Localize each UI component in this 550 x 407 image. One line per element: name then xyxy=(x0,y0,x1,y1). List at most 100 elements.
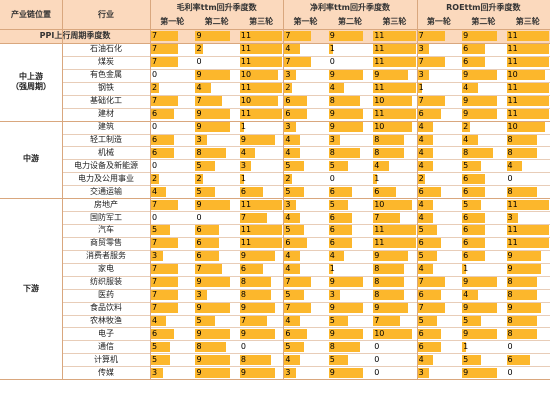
cell-value: 9 xyxy=(196,70,202,80)
cell-value: 9 xyxy=(329,31,335,40)
cell-value: 4 xyxy=(285,134,291,144)
data-bar xyxy=(195,225,219,236)
cell-value: 8 xyxy=(463,147,469,157)
cell-value: 6 xyxy=(463,44,469,54)
cell-value: 2 xyxy=(285,173,291,183)
data-bar xyxy=(328,83,345,94)
cell-value: 8 xyxy=(507,186,513,196)
cell-value: 6 xyxy=(463,238,469,248)
cell-value: 4 xyxy=(152,315,158,325)
data-bar xyxy=(506,109,549,120)
data-bar xyxy=(195,186,215,197)
cell-value: 7 xyxy=(240,212,246,222)
cell-value: 10 xyxy=(374,122,385,132)
data-bar xyxy=(284,173,293,184)
data-bar xyxy=(462,31,497,41)
rule xyxy=(62,224,550,225)
industry-name: 医药 xyxy=(98,290,114,300)
cell-value: 6 xyxy=(374,186,380,196)
data-bar xyxy=(417,328,441,339)
cell-value: 3 xyxy=(329,290,335,300)
cell-value: 5 xyxy=(152,341,158,351)
data-bar xyxy=(417,147,434,158)
cell-value: 8 xyxy=(507,277,513,287)
data-bar xyxy=(506,290,538,301)
data-bar xyxy=(328,251,345,262)
section-label-line: 中游 xyxy=(23,154,39,164)
cell-value: 2 xyxy=(285,83,291,93)
cell-value: 9 xyxy=(329,122,335,132)
cell-value: 4 xyxy=(418,134,424,144)
cell-value: 0 xyxy=(329,57,335,67)
cell-value: 0 xyxy=(507,173,513,183)
data-bar xyxy=(462,186,486,197)
cell-value: 0 xyxy=(374,354,380,364)
cell-value: 7 xyxy=(418,277,424,287)
cell-value: 3 xyxy=(418,70,424,80)
rule xyxy=(62,249,550,251)
cell-value: 6 xyxy=(240,186,246,196)
cell-value: 6 xyxy=(463,173,469,183)
cell-value: 9 xyxy=(329,303,335,313)
cell-value: 11 xyxy=(374,44,385,54)
cell-value: 11 xyxy=(507,31,518,40)
cell-value: 6 xyxy=(418,109,424,119)
cell-value: 10 xyxy=(507,70,518,80)
cell-value: 6 xyxy=(152,109,158,119)
cell-value: 6 xyxy=(240,264,246,274)
data-bar xyxy=(284,122,296,133)
cell-value: 10 xyxy=(374,328,385,338)
industry-name: 国防军工 xyxy=(90,212,122,222)
data-bar xyxy=(506,238,549,249)
cell-value: 10 xyxy=(374,199,385,209)
cell-value: 4 xyxy=(285,251,291,261)
cell-value: 6 xyxy=(507,354,513,364)
industry-name: 消费者服务 xyxy=(86,251,126,261)
data-bar xyxy=(195,109,231,120)
cell-value: 7 xyxy=(152,290,158,300)
data-bar xyxy=(462,44,486,55)
cell-value: 9 xyxy=(240,367,246,377)
cell-value: 9 xyxy=(196,109,202,119)
industry-name: 基础化工 xyxy=(90,96,122,106)
data-bar xyxy=(151,199,178,210)
section-label: 中游 xyxy=(0,121,62,199)
section-label-line: 下游 xyxy=(23,283,39,293)
cell-value: 9 xyxy=(329,367,335,377)
cell-value: 3 xyxy=(329,134,335,144)
data-bar xyxy=(506,354,530,365)
cell-value: 4 xyxy=(285,212,291,222)
rule xyxy=(62,94,550,96)
data-bar xyxy=(151,341,171,352)
data-bar xyxy=(239,160,252,171)
cell-value: 11 xyxy=(374,238,385,248)
data-bar xyxy=(239,186,264,197)
round-header: 第二轮 xyxy=(327,15,373,29)
data-bar xyxy=(373,134,405,145)
data-bar xyxy=(151,328,175,339)
data-bar xyxy=(506,186,538,197)
rule xyxy=(62,133,550,134)
industry-name: 食品饮料 xyxy=(90,303,122,313)
cell-value: 2 xyxy=(152,173,158,183)
data-bar xyxy=(239,96,279,107)
cell-value: 9 xyxy=(329,277,335,287)
cell-value: 4 xyxy=(463,134,469,144)
cell-value: 6 xyxy=(463,212,469,222)
data-bar xyxy=(328,44,333,55)
industry-name: 电子 xyxy=(98,328,114,338)
cell-value: 7 xyxy=(152,303,158,313)
data-bar xyxy=(239,109,283,120)
data-bar xyxy=(417,173,426,184)
rule xyxy=(62,340,550,341)
cell-value: 5 xyxy=(329,199,335,209)
cell-value: 0 xyxy=(374,367,380,377)
cell-value: 8 xyxy=(374,134,380,144)
data-bar xyxy=(195,70,231,81)
cell-value: 1 xyxy=(374,173,380,183)
data-bar xyxy=(195,238,219,249)
data-bar xyxy=(239,225,283,236)
data-bar xyxy=(328,328,364,339)
data-bar xyxy=(239,212,267,223)
cell-value: 7 xyxy=(285,277,291,287)
